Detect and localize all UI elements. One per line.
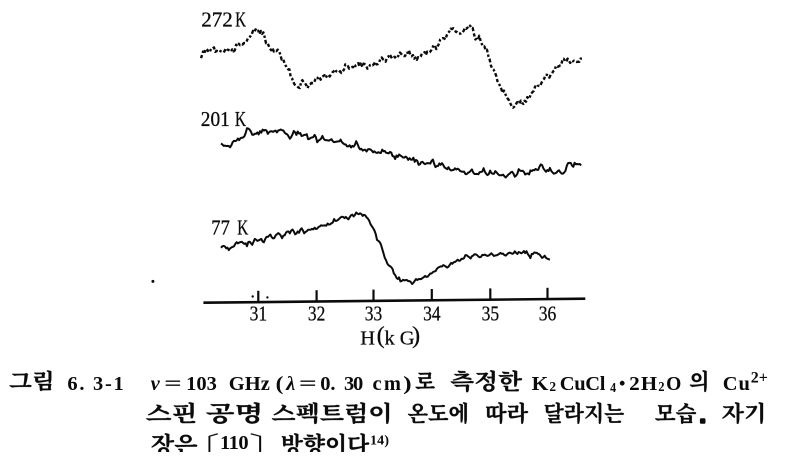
svg-text:110: 110 [220,432,249,452]
svg-text:34: 34 [423,302,441,326]
svg-text:K: K [237,216,248,240]
svg-text:): ) [403,373,412,395]
svg-text:272: 272 [201,7,233,31]
svg-text:K: K [532,373,549,395]
svg-text:35: 35 [482,302,500,326]
svg-text:O: O [666,373,681,395]
svg-text:(: ( [377,322,385,349]
svg-text:k: k [385,327,396,349]
svg-text:K: K [235,107,246,131]
svg-text:ν: ν [151,373,161,395]
svg-text:6. 3-1: 6. 3-1 [67,373,123,395]
svg-text:14): 14) [370,434,389,449]
svg-text:cm: cm [373,373,402,395]
svg-text:H: H [641,373,657,395]
svg-text:): ) [412,322,420,349]
svg-text:Cu: Cu [723,373,750,395]
svg-text:201: 201 [201,107,230,131]
svg-text:32: 32 [308,302,326,326]
svg-text:31: 31 [250,302,268,326]
svg-text:(: ( [276,373,284,395]
svg-text:4: 4 [610,380,616,395]
svg-text:=: = [164,373,182,395]
svg-text:H: H [360,327,375,349]
svg-text:0.: 0. [320,373,335,395]
svg-text:33: 33 [365,302,383,326]
svg-text:2: 2 [549,379,556,394]
svg-text:2: 2 [629,373,640,395]
svg-text:λ: λ [285,373,295,395]
svg-text:36: 36 [539,302,557,326]
svg-text:2: 2 [658,379,665,394]
svg-text:103: 103 [186,373,217,395]
svg-text:2+: 2+ [751,370,768,387]
svg-text:CuCl: CuCl [560,373,606,395]
svg-text:30: 30 [344,373,363,395]
svg-text:G: G [400,327,415,349]
svg-text:GHz: GHz [229,373,270,395]
svg-text:K: K [235,7,246,31]
svg-text:77: 77 [211,216,230,240]
svg-text:=: = [299,373,317,395]
